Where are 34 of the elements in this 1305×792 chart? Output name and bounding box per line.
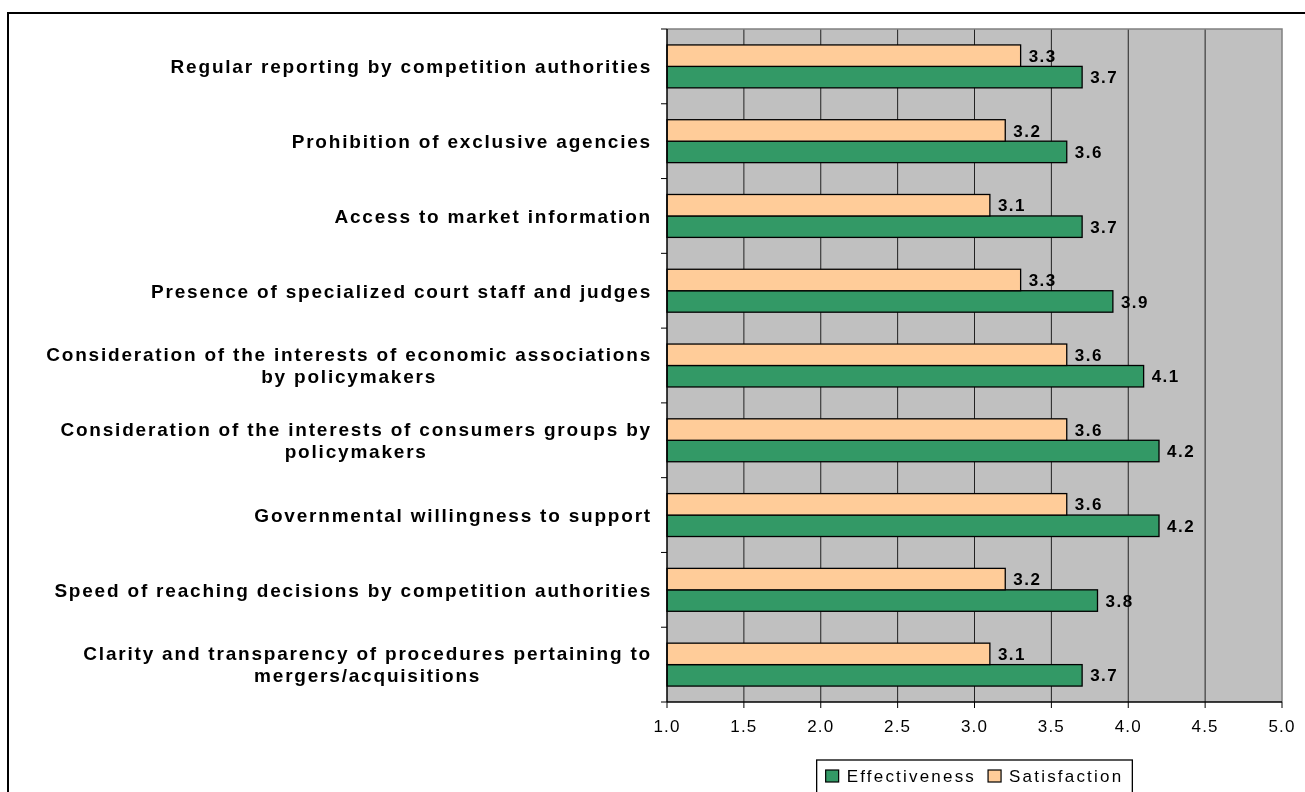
y-tick-label: Governmental willingness to support — [254, 504, 652, 526]
y-tick-label: Consideration of the interests of consumers groups by policymakers — [60, 419, 653, 463]
data-label: 4.1 — [1151, 367, 1180, 387]
data-label: 3.6 — [1074, 143, 1103, 163]
data-label: 3.1 — [997, 645, 1027, 664]
x-tick-label: 1.5 — [730, 717, 758, 737]
y-tick-label: Presence of specialized court staff and judges — [151, 280, 652, 302]
data-label: 3.6 — [1074, 420, 1103, 440]
data-label: 3.7 — [1090, 68, 1119, 88]
x-tick-label: 1.0 — [653, 717, 681, 737]
x-tick-label: 2.0 — [807, 717, 835, 737]
legend-label: Effectiveness — [846, 767, 977, 787]
data-label: 3.2 — [1013, 570, 1042, 590]
x-tick-label: 3.5 — [1037, 717, 1065, 737]
y-tick-label: Access to market information — [334, 205, 653, 227]
data-label: 3.2 — [1013, 121, 1042, 141]
x-tick-label: 4.5 — [1191, 717, 1219, 737]
data-label: 3.7 — [1090, 217, 1119, 237]
y-tick-label: Speed of reaching decisions by competition authorities — [54, 579, 652, 601]
x-tick-label: 3.0 — [960, 717, 989, 737]
y-tick-label: Clarity and transparency of procedures pertaining to mergers/acquisitions — [83, 643, 652, 687]
data-label: 3.6 — [1074, 345, 1103, 365]
data-label: 3.6 — [1074, 495, 1103, 515]
legend-label: Satisfaction — [1009, 767, 1124, 787]
data-label: 4.2 — [1167, 442, 1196, 462]
x-tick-label: 5.0 — [1268, 717, 1296, 737]
y-tick-label: Consideration of the interests of economic associations by policymakers — [46, 344, 652, 388]
x-tick-label: 2.5 — [884, 717, 912, 737]
y-tick-label: Prohibition of exclusive agencies — [291, 131, 652, 153]
x-tick-label: 4.0 — [1114, 717, 1142, 737]
y-tick-label: Regular reporting by competition authorities — [170, 56, 652, 78]
data-label: 3.1 — [997, 196, 1027, 216]
data-label: 3.7 — [1090, 666, 1119, 686]
data-label: 4.2 — [1167, 516, 1196, 536]
